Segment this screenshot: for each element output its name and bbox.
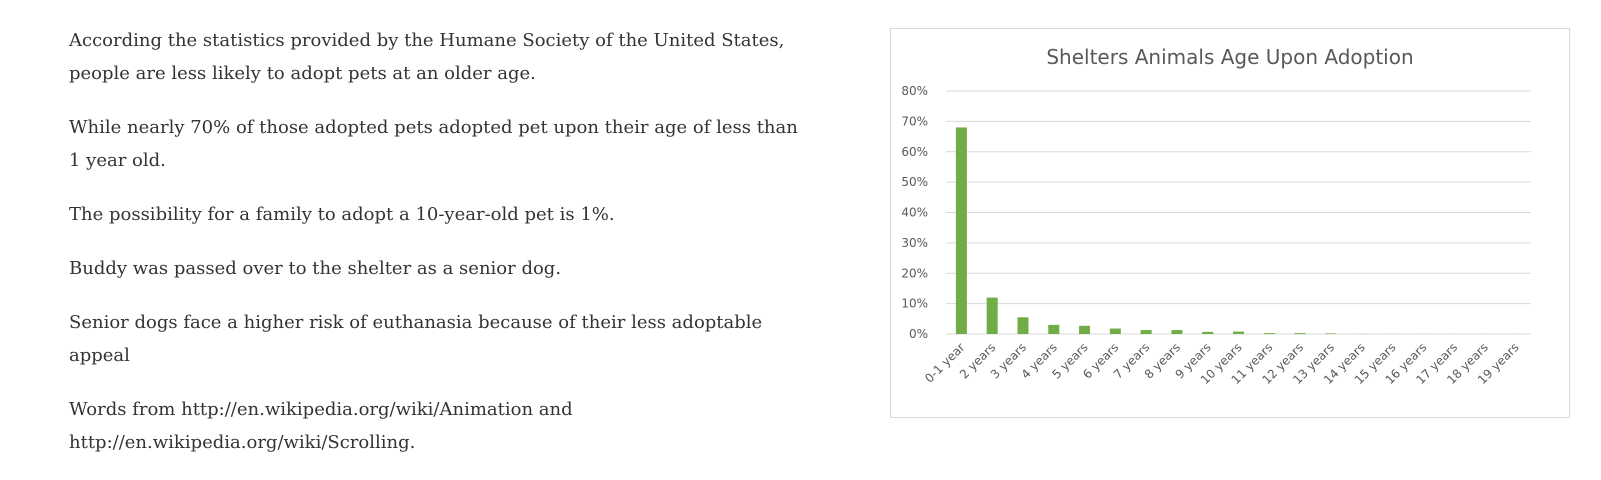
bar (1110, 329, 1121, 334)
y-tick-label: 40% (901, 206, 928, 220)
bar (1141, 330, 1152, 334)
paragraph-buddy: Buddy was passed over to the shelter as … (69, 252, 809, 285)
bar (1325, 333, 1336, 334)
article-text: According the statistics provided by the… (69, 24, 809, 480)
bar (956, 127, 967, 334)
y-tick-label: 70% (901, 114, 928, 128)
chart-bars (956, 127, 1521, 334)
adoption-age-chart: Shelters Animals Age Upon Adoption 0% 10%… (890, 28, 1570, 418)
y-tick-label: 10% (901, 297, 928, 311)
paragraph-source-credits: Words from http://en.wikipedia.org/wiki/… (69, 393, 809, 459)
x-tick-label: 0-1 year (922, 340, 967, 385)
chart-title: Shelters Animals Age Upon Adoption (1046, 45, 1413, 69)
paragraph-ten-year-old: The possibility for a family to adopt a … (69, 198, 809, 231)
bar (1264, 333, 1275, 334)
bar (1079, 326, 1090, 334)
bar (1017, 317, 1028, 334)
bar (1202, 332, 1213, 334)
bar (1295, 333, 1306, 334)
y-tick-label: 60% (901, 145, 928, 159)
bar (1171, 330, 1182, 334)
y-tick-label: 30% (901, 236, 928, 250)
y-tick-label: 80% (901, 84, 928, 98)
chart-gridlines (946, 91, 1531, 334)
y-tick-label: 0% (909, 327, 928, 341)
chart-y-axis: 0% 10% 20% 30% 40% 50% 60% 70% 80% (901, 84, 928, 341)
y-tick-label: 20% (901, 266, 928, 280)
paragraph-statistics: According the statistics provided by the… (69, 24, 809, 90)
bar (987, 298, 998, 334)
y-tick-label: 50% (901, 175, 928, 189)
bar (1048, 325, 1059, 334)
paragraph-senior-dogs: Senior dogs face a higher risk of euthan… (69, 306, 809, 372)
bar (1233, 332, 1244, 334)
paragraph-seventy-percent: While nearly 70% of those adopted pets a… (69, 111, 809, 177)
chart-canvas: Shelters Animals Age Upon Adoption 0% 10%… (891, 29, 1569, 417)
